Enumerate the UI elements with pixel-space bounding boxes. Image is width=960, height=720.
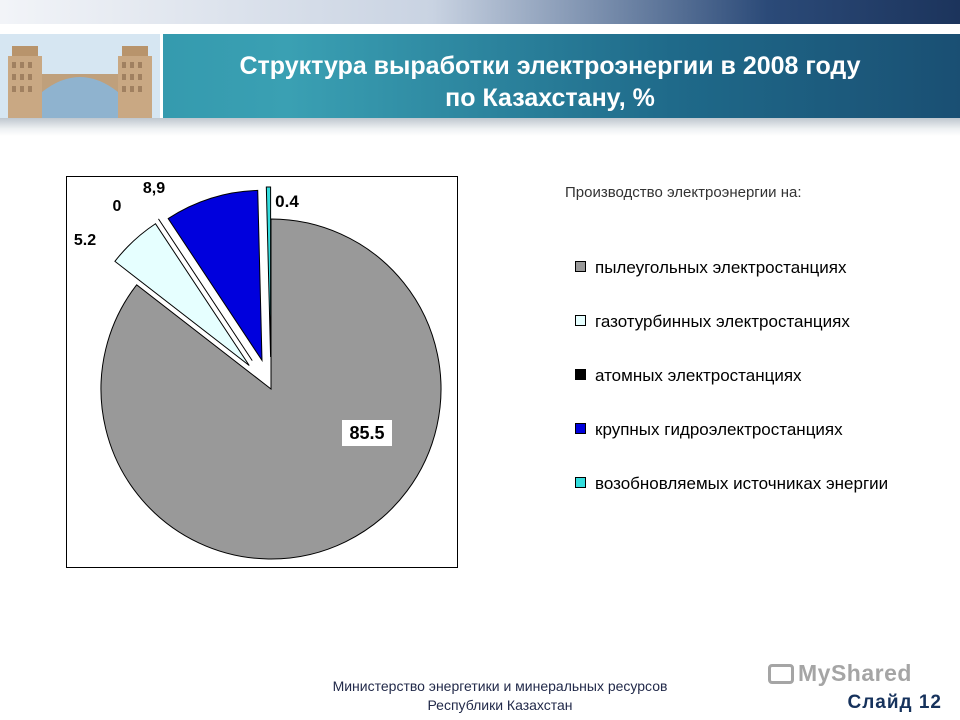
building-illustration: [0, 34, 160, 118]
slide-title: Структура выработки электроэнергии в 200…: [170, 50, 930, 114]
data-label-2: 5.2: [74, 232, 96, 249]
title-line-2: по Казахстану, %: [445, 84, 655, 112]
building-photo: [0, 34, 163, 118]
legend-item-1: пылеугольных электростанциях: [575, 256, 945, 280]
data-label-4: 8,9: [143, 180, 165, 197]
pie-slice-5: [265, 186, 272, 358]
title-line-1: Структура выработки электроэнергии в 200…: [239, 52, 861, 80]
watermark: MyShared: [768, 660, 938, 686]
banner-shadow: [0, 118, 960, 136]
legend: пылеугольных электростанциях газотурбинны…: [575, 256, 945, 526]
legend-item-3: атомных электростанциях: [575, 364, 945, 388]
data-label-5: 0.4: [275, 192, 299, 211]
data-label-1: 85.5: [349, 423, 384, 443]
legend-label-3: атомных электростанциях: [595, 366, 802, 385]
watermark-text: MyShared: [798, 660, 912, 686]
footer-line-1: Министерство энергетики и минеральных ре…: [332, 678, 668, 694]
data-label-box-1: [342, 420, 392, 446]
top-bar: [0, 0, 960, 24]
slide-number: Слайд 12: [847, 692, 942, 713]
legend-item-4: крупных гидроэлектростанциях: [575, 418, 945, 442]
legend-label-5: возобновляемых источниках энергии: [595, 474, 889, 493]
pie-slice-1: [100, 218, 442, 560]
data-label-3: 0: [113, 198, 122, 215]
footer: Министерство энергетики и минеральных ре…: [260, 677, 740, 715]
pie-chart: 85.5 5.2 0 8,9 0.4: [74, 180, 442, 560]
watermark-logo-icon: [768, 664, 794, 684]
legend-swatch-4: [575, 423, 586, 434]
pie-slice-2: [114, 223, 250, 366]
legend-swatch-5: [575, 477, 586, 488]
legend-swatch-1: [575, 261, 586, 272]
legend-item-2: газотурбинных электростанциях: [575, 310, 945, 334]
legend-item-5: возобновляемых источниках энергии: [575, 472, 945, 496]
legend-swatch-2: [575, 315, 586, 326]
legend-label-2: газотурбинных электростанциях: [595, 312, 850, 331]
pie-slice-4: [167, 189, 263, 363]
footer-line-2: Республики Казахстан: [427, 697, 573, 713]
legend-swatch-3: [575, 369, 586, 380]
legend-label-4: крупных гидроэлектростанциях: [595, 420, 843, 439]
legend-title: Производство электроэнергии на:: [565, 184, 802, 201]
legend-label-1: пылеугольных электростанциях: [595, 258, 847, 277]
pie-chart-frame: 85.5 5.2 0 8,9 0.4: [66, 176, 458, 568]
